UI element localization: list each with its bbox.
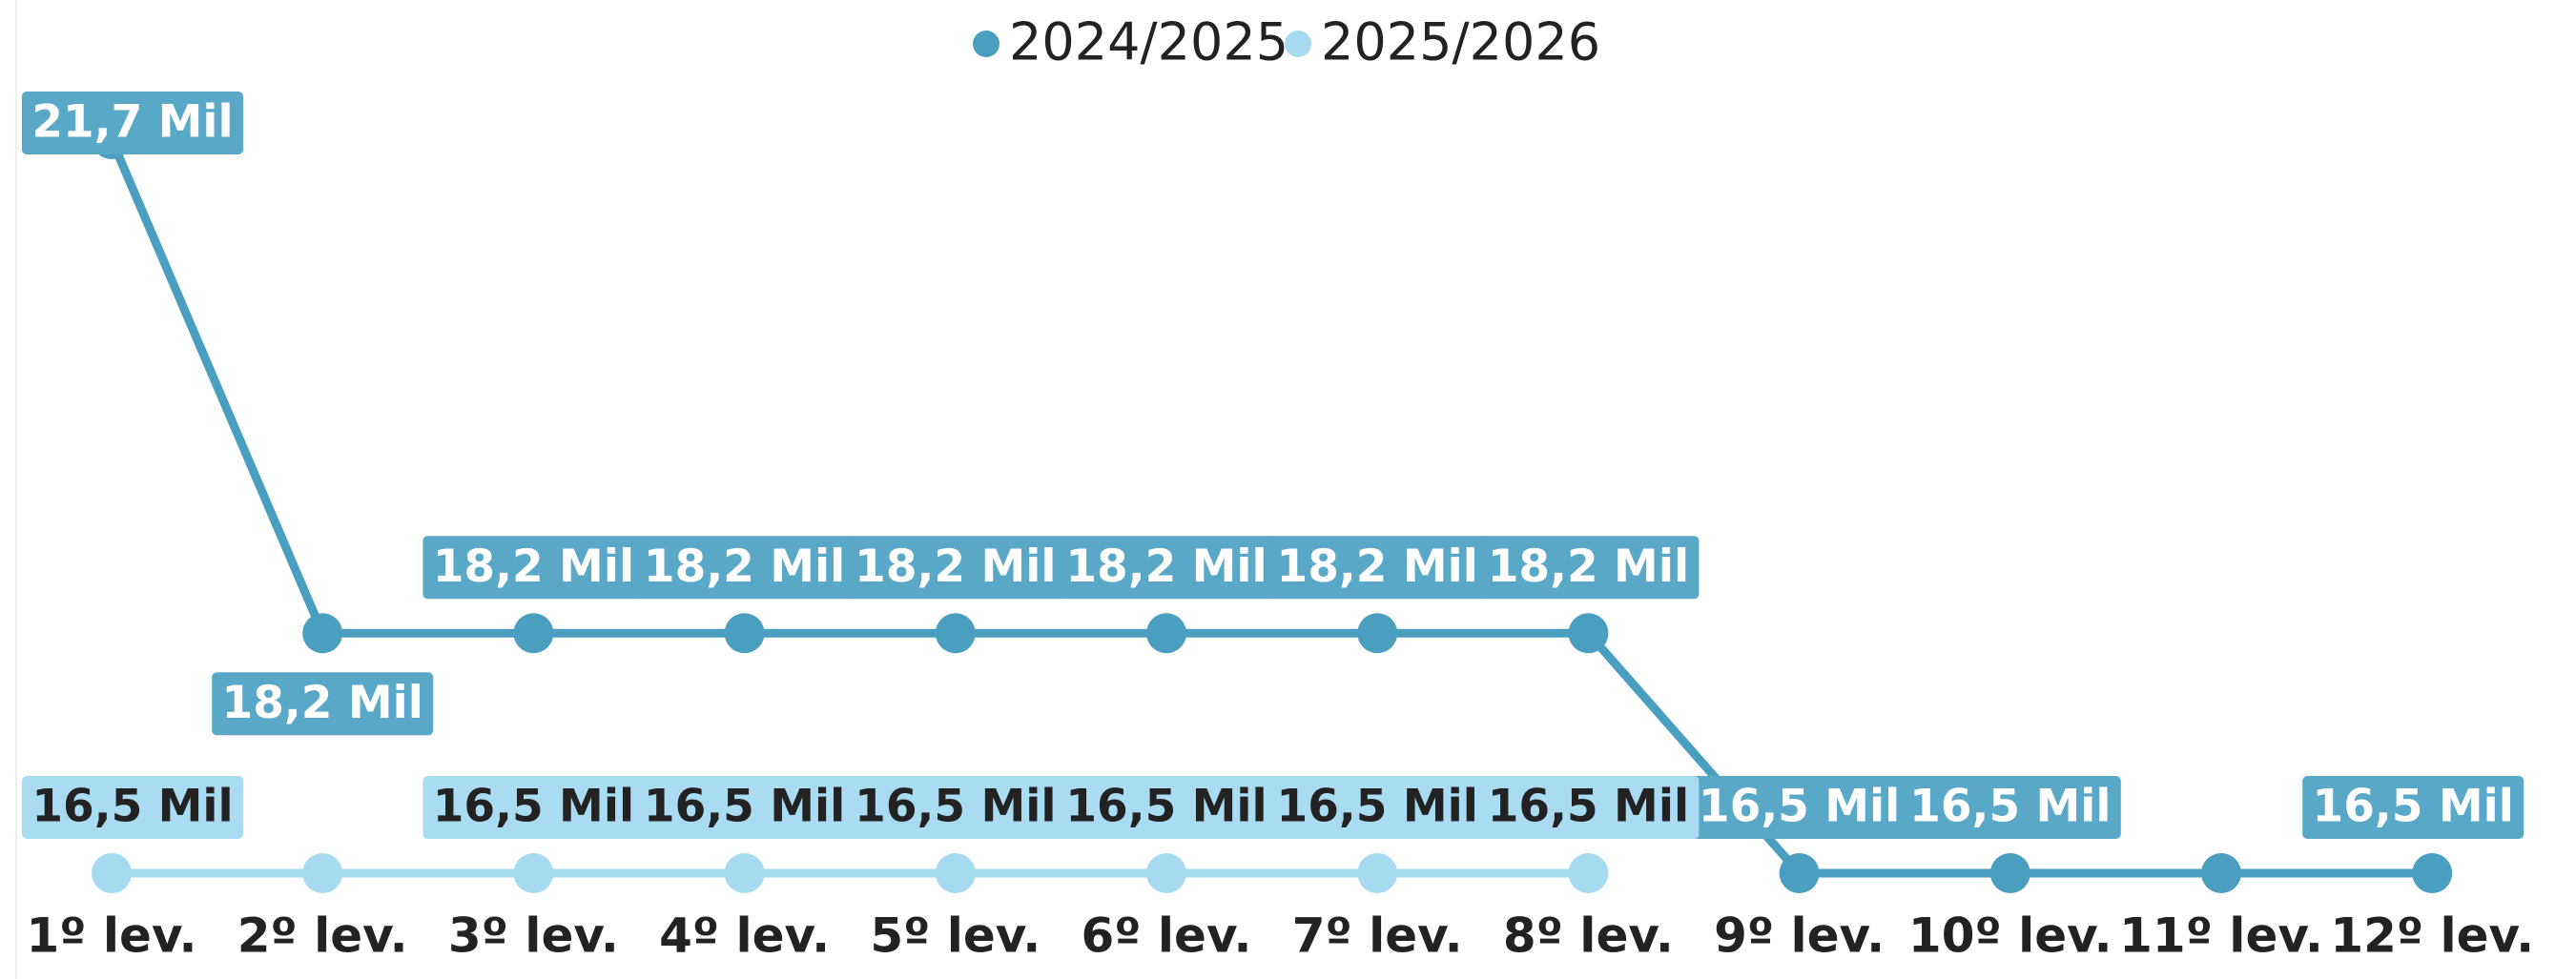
data-label-text: 18,2 Mil [1065, 540, 1267, 593]
data-label: 16,5 Mil [22, 776, 243, 839]
data-point [513, 613, 554, 654]
data-point [1357, 613, 1398, 654]
data-label-text: 18,2 Mil [433, 540, 634, 593]
data-label-box [1056, 776, 1277, 839]
x-tick-label: 3º lev. [448, 908, 619, 964]
data-point [1357, 853, 1398, 893]
data-point [513, 853, 554, 893]
data-label-text: 18,2 Mil [644, 540, 845, 593]
data-label: 18,2 Mil [1267, 536, 1489, 600]
data-point [1568, 853, 1609, 893]
data-label-box [22, 92, 243, 154]
data-point [1779, 853, 1820, 893]
data-label: 16,5 Mil [1899, 776, 2121, 839]
data-point [1989, 853, 2030, 893]
legend-label: 2024/2025 [1009, 12, 1288, 72]
x-tick-label: 4º lev. [659, 908, 830, 964]
data-label-box [422, 536, 645, 600]
data-label-box [212, 672, 434, 736]
data-label-box [1056, 536, 1277, 600]
data-point [92, 853, 132, 893]
data-label-box [1477, 776, 1700, 839]
x-tick-label: 11º lev. [2119, 908, 2323, 964]
data-label-text: 16,5 Mil [2313, 781, 2514, 833]
data-label: 18,2 Mil [212, 672, 434, 736]
data-label-text: 18,2 Mil [855, 540, 1056, 593]
data-label: 16,5 Mil [2302, 776, 2524, 839]
x-tick-label: 12º lev. [2330, 908, 2534, 964]
legend-marker [973, 31, 999, 57]
data-point [2201, 853, 2241, 893]
data-label: 16,5 Mil [1688, 776, 1910, 839]
series-line [107, 137, 2433, 878]
data-label-box [844, 536, 1066, 600]
legend-label: 2025/2026 [1321, 12, 1600, 72]
data-label-box [633, 536, 855, 600]
data-label-text: 16,5 Mil [855, 781, 1056, 833]
data-label-text: 18,2 Mil [1277, 540, 1478, 593]
data-label-text: 21,7 Mil [31, 96, 233, 149]
x-tick-label: 10º lev. [1908, 908, 2112, 964]
x-tick-label: 5º lev. [870, 908, 1041, 964]
data-point [302, 853, 343, 893]
data-label: 18,2 Mil [1056, 536, 1277, 600]
data-label-text: 16,5 Mil [31, 781, 233, 833]
data-label-text: 16,5 Mil [1065, 781, 1267, 833]
data-label: 18,2 Mil [1477, 536, 1700, 600]
data-label-text: 16,5 Mil [644, 781, 845, 833]
data-label-text: 16,5 Mil [1488, 781, 1689, 833]
data-label-text: 16,5 Mil [433, 781, 634, 833]
data-label-text: 18,2 Mil [1488, 540, 1689, 593]
data-label: 16,5 Mil [844, 776, 1066, 839]
data-point [935, 853, 976, 893]
data-label: 16,5 Mil [633, 776, 855, 839]
data-label-box [1899, 776, 2121, 839]
data-point [2412, 853, 2453, 893]
data-label-box [1477, 536, 1700, 600]
data-label-box [1688, 776, 1910, 839]
data-label-text: 16,5 Mil [1699, 781, 1900, 833]
data-point [935, 613, 976, 654]
data-label-box [22, 776, 243, 839]
data-point [1146, 853, 1186, 893]
data-label: 16,5 Mil [1477, 776, 1700, 839]
data-label: 21,7 Mil [22, 92, 243, 154]
data-label: 16,5 Mil [1267, 776, 1489, 839]
data-label-text: 16,5 Mil [1909, 781, 2111, 833]
data-point [1568, 613, 1609, 654]
data-point [302, 613, 343, 654]
data-label-text: 16,5 Mil [1277, 781, 1478, 833]
data-label-box [2302, 776, 2524, 839]
data-label: 18,2 Mil [422, 536, 645, 600]
x-tick-label: 1º lev. [27, 908, 197, 964]
x-tick-label: 8º lev. [1503, 908, 1674, 964]
data-label-text: 18,2 Mil [222, 677, 423, 729]
legend-marker [1285, 31, 1311, 57]
data-label-box [1267, 776, 1489, 839]
x-tick-label: 7º lev. [1292, 908, 1463, 964]
data-label: 16,5 Mil [1056, 776, 1277, 839]
data-label: 18,2 Mil [633, 536, 855, 600]
x-tick-label: 9º lev. [1714, 908, 1885, 964]
data-label-box [633, 776, 855, 839]
data-point [724, 853, 765, 893]
data-label-box [844, 776, 1066, 839]
data-point [724, 613, 765, 654]
data-label: 18,2 Mil [844, 536, 1066, 600]
data-label-box [422, 776, 645, 839]
x-tick-label: 6º lev. [1082, 908, 1252, 964]
data-point [1146, 613, 1186, 654]
data-label: 16,5 Mil [422, 776, 645, 839]
x-tick-label: 2º lev. [237, 908, 408, 964]
data-label-box [1267, 536, 1489, 600]
